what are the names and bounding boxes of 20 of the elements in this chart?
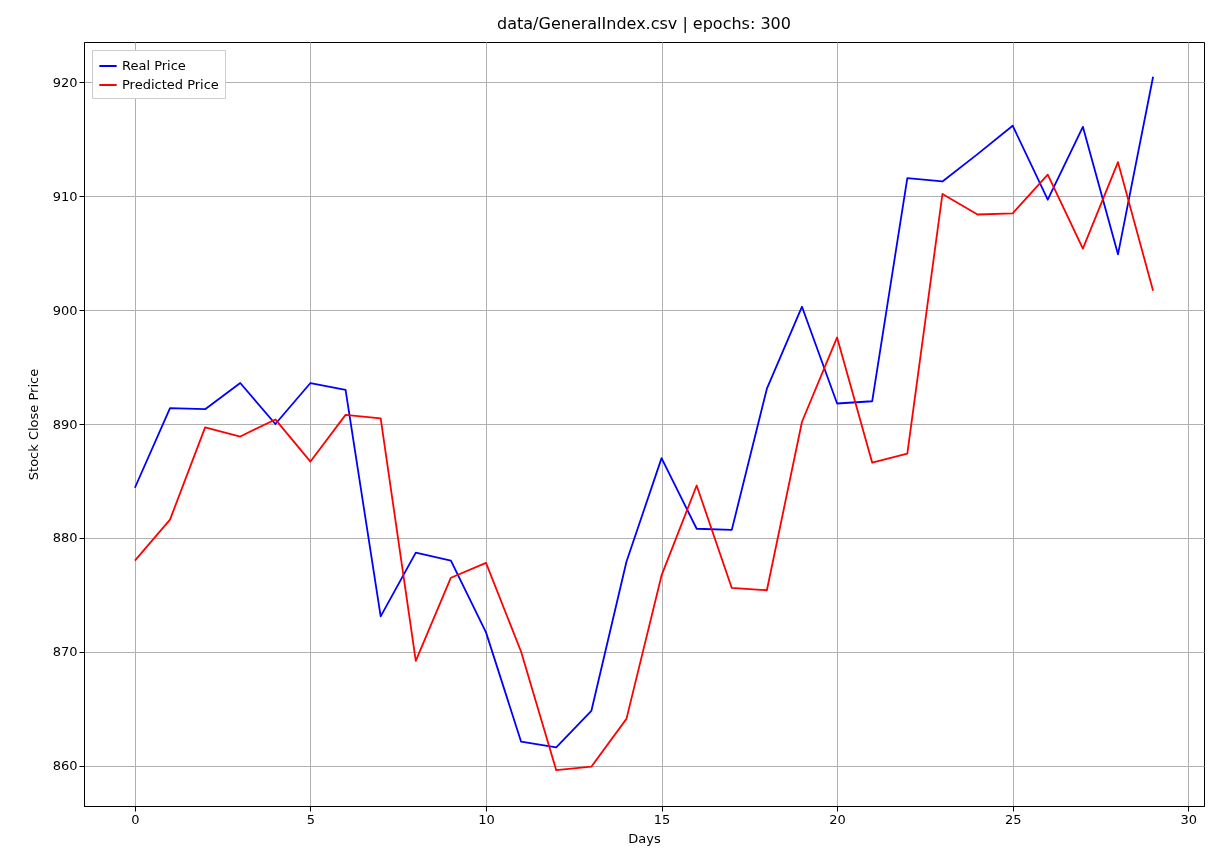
line-series bbox=[134, 161, 1154, 772]
x-tick-label: 0 bbox=[131, 811, 140, 827]
x-tick-label: 20 bbox=[829, 811, 846, 827]
y-tick-label: 860 bbox=[52, 758, 78, 774]
legend-label: Real Price bbox=[122, 58, 186, 73]
legend-label: Predicted Price bbox=[122, 77, 219, 92]
x-tick-label: 25 bbox=[1004, 811, 1022, 827]
y-axis-title: Stock Close Price bbox=[25, 368, 41, 481]
x-axis-title: Days bbox=[628, 830, 661, 846]
x-tick-label: 15 bbox=[653, 811, 671, 827]
y-tick-label: 910 bbox=[52, 188, 78, 204]
y-tick-label: 890 bbox=[52, 416, 78, 432]
x-tick-label: 10 bbox=[478, 811, 495, 827]
y-tick-label: 920 bbox=[52, 74, 78, 90]
y-tick-label: 880 bbox=[52, 530, 78, 546]
y-tick-label: 870 bbox=[52, 644, 78, 660]
chart-title: data/GeneralIndex.csv | epochs: 300 bbox=[497, 14, 791, 33]
x-tick-label: 5 bbox=[306, 811, 316, 827]
y-tick-label: 900 bbox=[52, 302, 78, 318]
x-tick-label: 30 bbox=[1180, 811, 1197, 827]
